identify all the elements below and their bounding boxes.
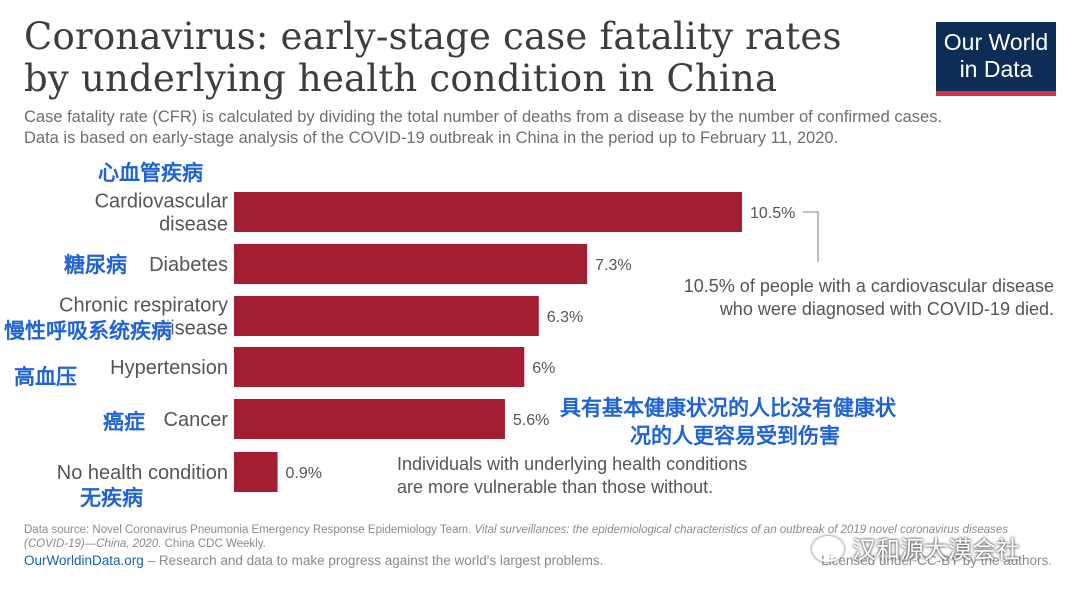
license-note[interactable]: Licensed under CC-BY by the authors. <box>821 553 1052 568</box>
cn-label-hypertension: 高血压 <box>14 365 77 389</box>
bar <box>234 244 588 284</box>
value-label: 7.3% <box>595 257 631 274</box>
value-label: 6% <box>532 360 555 377</box>
value-label: 5.6% <box>513 412 549 429</box>
bars-layer <box>234 192 742 492</box>
logo-line-1: Our World <box>943 29 1049 55</box>
footer-tagline: OurWorldinData.org – Research and data t… <box>24 553 1054 568</box>
value-labels: 10.5% 7.3% 6.3% 6% 5.6% 0.9% <box>286 205 796 482</box>
cardio-annotation-line-1: 10.5% of people with a cardiovascular di… <box>684 276 1054 296</box>
tagline-text: – Research and data to make progress aga… <box>143 553 604 568</box>
chart-subtitle: Case fatality rate (CFR) is calculated b… <box>24 107 1064 149</box>
bar <box>234 347 525 387</box>
category-label: disease <box>159 214 228 236</box>
category-label: disease <box>159 318 228 340</box>
cardio-annotation-connector <box>803 211 819 262</box>
annotation-layer: 10.5% of people with a cardiovascular di… <box>397 211 1054 497</box>
value-label: 0.9% <box>286 465 322 482</box>
vulnerable-annotation-line-2: are more vulnerable than those without. <box>397 477 713 497</box>
logo-line-2: in Data <box>959 56 1033 82</box>
title-line-2: by underlying health condition in China <box>24 57 778 100</box>
cardio-annotation-line-2: who were diagnosed with COVID-19 died. <box>719 299 1054 319</box>
cn-label-no-condition: 无疾病 <box>80 486 143 510</box>
bar <box>234 192 742 232</box>
cn-note-line-1: 具有基本健康状况的人比没有健康状 <box>560 396 896 420</box>
category-label: Cardiovascular <box>95 191 229 213</box>
bar <box>234 399 505 439</box>
category-label: Cancer <box>164 409 229 431</box>
cn-label-cardiovascular: 心血管疾病 <box>98 161 203 185</box>
subtitle-line-2: Data is based on early-stage analysis of… <box>24 129 839 147</box>
owid-link[interactable]: OurWorldinData.org <box>24 553 144 568</box>
cn-label-diabetes: 糖尿病 <box>64 253 127 277</box>
watermark: 汉和源大漠会社 <box>812 530 1020 565</box>
category-label: Hypertension <box>110 357 228 379</box>
category-label: No health condition <box>57 462 228 484</box>
title-line-1: Coronavirus: early-stage case fatality r… <box>24 15 842 58</box>
data-source-note: Data source: Novel Coronavirus Pneumonia… <box>24 523 1054 551</box>
source-italic: Vital surveillances: the epidemiological… <box>24 524 1009 550</box>
chart-title: Coronavirus: early-stage case fatality r… <box>24 16 904 100</box>
bar <box>234 296 539 336</box>
watermark-text: 汉和源大漠会社 <box>852 536 1020 564</box>
cn-label-cancer: 癌症 <box>103 410 145 434</box>
cn-note-line-2: 况的人更容易受到伤害 <box>630 424 840 448</box>
bar <box>234 452 278 492</box>
value-label: 6.3% <box>547 309 583 326</box>
cn-label-respiratory: 慢性呼吸系统疾病 <box>4 319 172 343</box>
category-label: Chronic respiratory <box>59 295 228 317</box>
subtitle-line-1: Case fatality rate (CFR) is calculated b… <box>24 108 943 126</box>
wechat-icon <box>812 536 844 562</box>
source-suffix: China CDC Weekly. <box>164 538 266 550</box>
value-label: 10.5% <box>750 205 795 222</box>
category-label: Diabetes <box>149 254 228 276</box>
owid-logo[interactable]: Our World in Data <box>936 22 1056 96</box>
source-prefix: Data source: Novel Coronavirus Pneumonia… <box>24 524 472 536</box>
vulnerable-annotation-line-1: Individuals with underlying health condi… <box>397 454 747 474</box>
